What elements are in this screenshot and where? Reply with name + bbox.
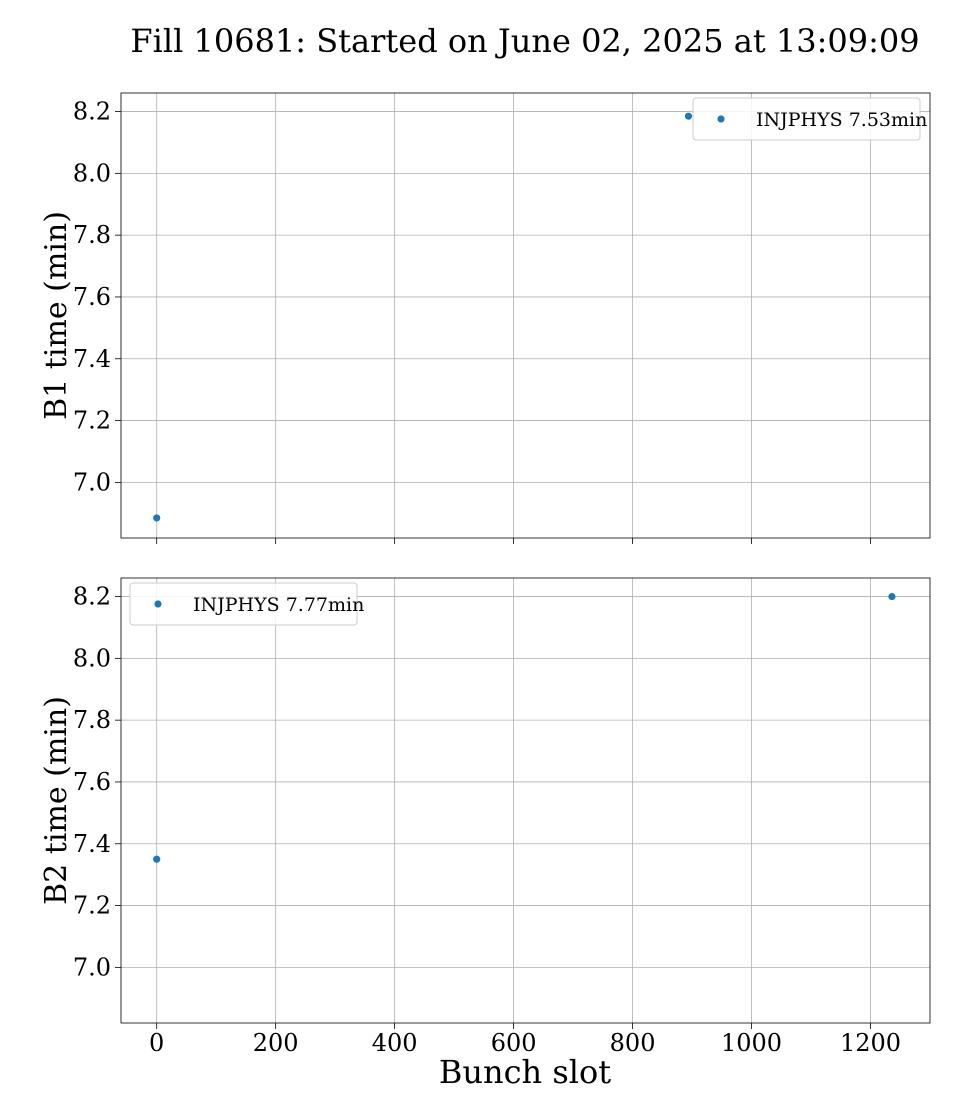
b1-y-tick-label: 7.4 [73,345,111,373]
b2-legend-marker [154,600,162,608]
b1-y-tick-label: 7.6 [73,283,111,311]
b1-y-tick-label: 8.0 [73,159,111,187]
b2-data-point [888,592,896,601]
b2-legend-label: INJPHYS 7.77min [193,594,364,616]
b2-y-tick-label: 8.0 [73,644,111,672]
b2-y-tick-label: 7.4 [73,830,111,858]
b2-y-tick-label: 8.2 [73,583,111,611]
b2-x-tick-label: 1000 [721,1029,782,1057]
b1-axes-frame [120,92,931,539]
b2-x-tick-label: 0 [149,1029,164,1057]
b2-x-tick-label: 1200 [840,1029,901,1057]
figure-title: Fill 10681: Started on June 02, 2025 at … [130,22,919,60]
b2-y-axis-label: B2 time (min) [39,696,74,905]
b2-y-tick-label: 7.0 [73,953,111,981]
b2-panel: 0 200 400 600 800 1000 1200 7.0 7.2 7.4 7.6 7.8 8.0 8… [39,577,931,1057]
b2-y-tick-label: 7.6 [73,768,111,796]
b2-data-point [153,855,161,863]
b2-x-tick-label: 600 [491,1029,537,1057]
b1-y-tick-label: 8.2 [73,98,111,126]
b1-panel: 7.0 7.2 7.4 7.6 7.8 8.0 8.2 B1 time (min) INJPHY… [39,92,931,544]
b2-axes-frame [120,577,931,1024]
b2-legend: INJPHYS 7.77min [129,582,364,626]
b2-x-tick-label: 400 [372,1029,418,1057]
x-axis-label: Bunch slot [439,1053,611,1091]
b1-y-tick-label: 7.0 [73,468,111,496]
b1-data-point [684,112,693,120]
b1-y-tick-label: 7.2 [73,407,111,435]
b1-legend-box [692,97,921,141]
b1-legend-marker [717,115,725,123]
b2-legend-box [129,582,358,626]
b1-y-tick-label: 7.8 [73,221,111,249]
b2-x-tick-label: 800 [610,1029,656,1057]
b2-y-tick-label: 7.2 [73,892,111,920]
b1-legend-label: INJPHYS 7.53min [756,109,927,131]
b1-data-point [153,514,161,522]
b1-legend: INJPHYS 7.53min [692,97,927,141]
b2-y-tick-label: 7.8 [73,706,111,734]
b1-y-axis-label: B1 time (min) [39,211,74,420]
b2-x-tick-label: 200 [253,1029,299,1057]
